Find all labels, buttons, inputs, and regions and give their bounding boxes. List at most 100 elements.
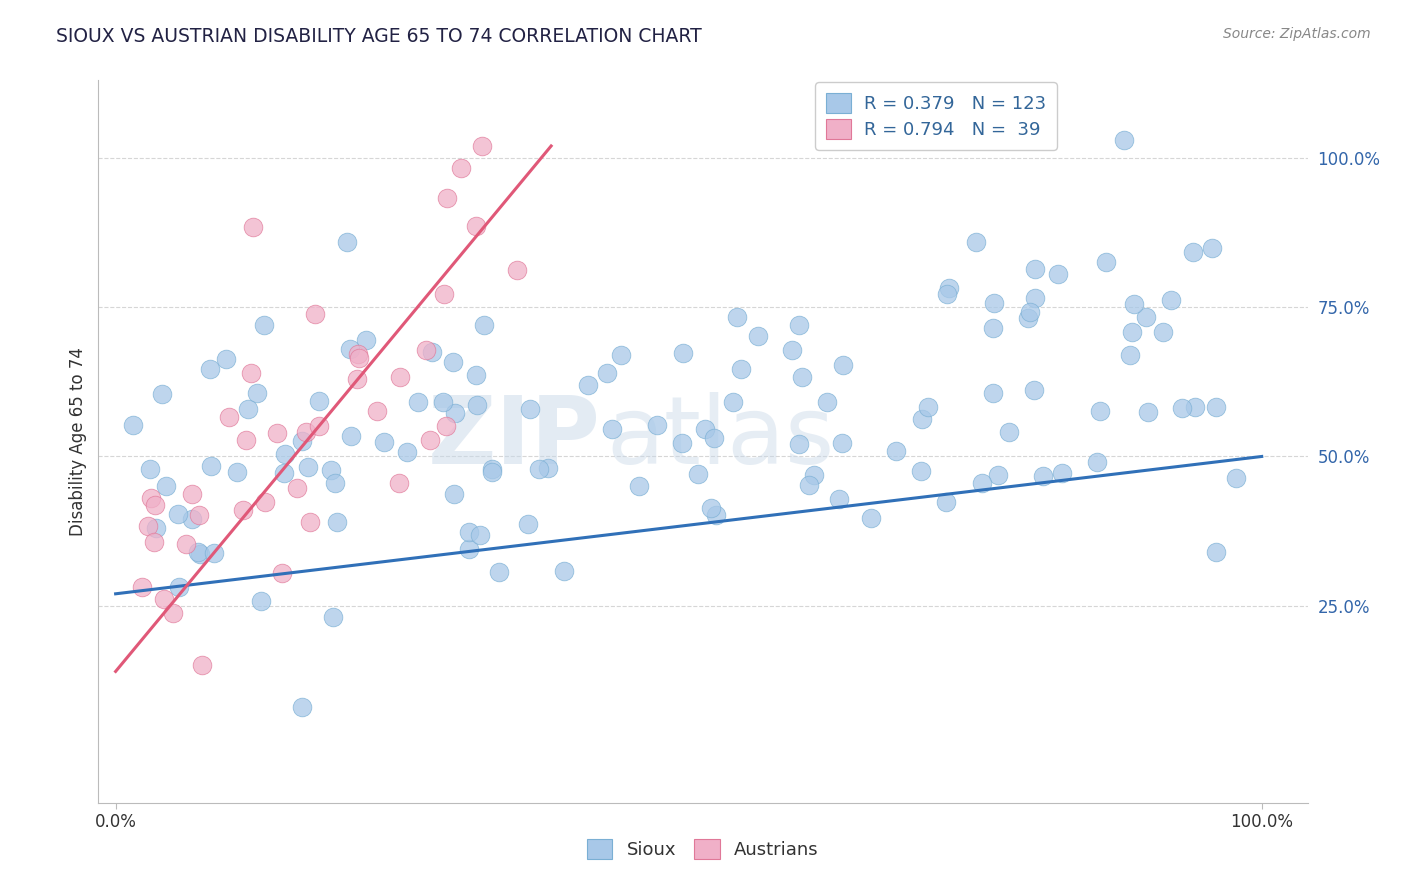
Point [167,507,190,521]
Point [458,524,481,539]
Point [884,444,907,458]
Point [1160,293,1182,307]
Point [1017,310,1039,325]
Point [181,512,204,526]
Point [406,394,429,409]
Point [232,503,254,517]
Point [519,402,541,417]
Point [457,541,479,556]
Point [610,348,633,362]
Point [516,517,538,532]
Point [389,369,412,384]
Point [688,467,710,482]
Point [136,518,159,533]
Point [672,346,695,360]
Point [1050,466,1073,480]
Point [725,310,748,324]
Point [1152,325,1174,339]
Point [998,425,1021,440]
Point [465,219,488,234]
Text: atlas: atlas [606,392,835,484]
Point [1225,471,1247,485]
Point [308,418,330,433]
Point [190,658,212,673]
Point [322,610,344,624]
Legend: Sioux, Austrians: Sioux, Austrians [579,831,827,866]
Point [215,352,238,367]
Point [965,235,987,250]
Point [396,445,419,459]
Point [388,475,411,490]
Point [815,394,838,409]
Point [419,434,441,448]
Point [187,544,209,558]
Point [346,372,368,386]
Point [792,370,814,384]
Point [433,287,456,301]
Point [308,394,330,409]
Point [803,467,825,482]
Point [450,161,472,176]
Point [441,355,464,369]
Point [911,412,934,426]
Point [253,318,276,332]
Point [415,343,437,357]
Point [420,345,443,359]
Point [240,366,263,380]
Point [827,491,849,506]
Point [465,368,488,382]
Point [299,515,322,529]
Point [1184,401,1206,415]
Point [434,419,457,434]
Point [444,406,467,420]
Point [600,422,623,436]
Point [1122,297,1144,311]
Point [162,606,184,620]
Point [145,498,167,512]
Y-axis label: Disability Age 65 to 74: Disability Age 65 to 74 [69,347,87,536]
Point [285,481,308,495]
Point [832,358,855,372]
Point [304,307,326,321]
Point [297,459,319,474]
Point [935,287,957,301]
Point [553,564,575,578]
Point [983,321,1005,335]
Point [471,139,494,153]
Point [671,435,693,450]
Point [831,436,853,450]
Point [983,296,1005,310]
Point [443,486,465,500]
Point [647,417,669,432]
Point [174,537,197,551]
Point [122,418,145,433]
Point [628,479,651,493]
Point [481,466,503,480]
Point [465,398,488,412]
Point [200,362,222,376]
Point [225,465,247,479]
Point [1024,261,1046,276]
Point [1118,348,1140,362]
Point [527,462,550,476]
Point [537,461,560,475]
Point [787,318,810,333]
Point [470,527,492,541]
Point [1181,245,1204,260]
Point [270,566,292,580]
Point [1088,403,1111,417]
Point [860,511,883,525]
Point [150,387,173,401]
Point [481,462,503,476]
Point [706,508,728,522]
Point [167,580,190,594]
Point [721,395,744,409]
Point [188,547,211,561]
Point [323,475,346,490]
Point [321,463,343,477]
Point [242,219,264,234]
Point [1095,255,1118,269]
Point [987,467,1010,482]
Point [1137,405,1160,419]
Point [155,479,177,493]
